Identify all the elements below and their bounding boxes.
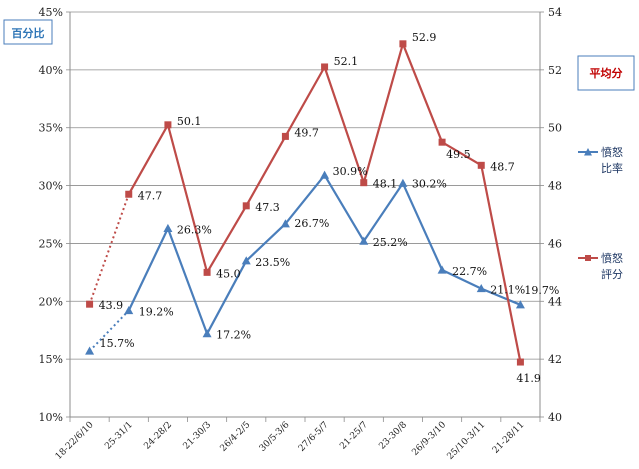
data-point <box>516 358 524 366</box>
right-axis-tick-label: 50 <box>548 122 562 135</box>
data-label: 49.7 <box>294 126 319 139</box>
data-point <box>86 300 94 308</box>
data-label: 49.5 <box>446 148 471 161</box>
data-labels-layer: 15.7% 19.2% 26.3% 17.2% 23.5% 26.7% 30.9% 25.2%… <box>99 31 560 385</box>
left-axis-tick-label: 25% <box>39 237 63 250</box>
left-axis-tick-label: 10% <box>39 411 63 424</box>
data-point <box>321 63 329 71</box>
right-axis-tick-label: 42 <box>548 353 562 366</box>
right-axis-tick-labels: 40 42 44 46 48 50 52 54 <box>548 6 562 424</box>
right-axis-tick-label: 54 <box>548 6 562 19</box>
data-point <box>399 40 407 48</box>
data-point <box>360 179 368 187</box>
data-point <box>280 219 290 228</box>
legend-label: 評分 <box>601 267 623 281</box>
data-point <box>203 268 211 276</box>
data-label: 19.2% <box>139 306 174 319</box>
right-axis-tick-label: 52 <box>548 64 562 77</box>
left-axis-tick-label: 40% <box>39 64 63 77</box>
left-axis-tick-label: 45% <box>39 6 63 19</box>
data-label: 23.5% <box>255 256 290 269</box>
data-label: 22.7% <box>452 265 487 278</box>
data-label: 26.7% <box>294 217 329 230</box>
legend-label: 比率 <box>601 161 623 175</box>
series-layer <box>85 40 525 366</box>
data-label: 52.9 <box>412 31 437 44</box>
data-point <box>438 138 446 146</box>
data-label: 52.1 <box>334 55 359 68</box>
data-point <box>281 132 289 140</box>
right-axis-tick-label: 40 <box>548 411 562 424</box>
right-axis-title-box: 平均分 <box>577 55 635 91</box>
legend-swatch-marker <box>585 255 591 261</box>
data-point <box>477 161 485 169</box>
data-point <box>241 256 251 265</box>
legend-label: 憤怒 <box>601 251 623 265</box>
data-label: 48.1 <box>373 178 398 191</box>
data-point <box>85 346 95 355</box>
data-point <box>164 121 172 129</box>
left-axis-tick-label: 15% <box>39 353 63 366</box>
data-label: 19.7% <box>524 284 559 297</box>
right-axis-tick-label: 48 <box>548 180 562 193</box>
data-point <box>320 170 330 179</box>
right-axis-tick-label: 44 <box>548 295 562 308</box>
data-label: 25.2% <box>373 236 408 249</box>
data-point <box>437 265 447 274</box>
gridlines <box>70 11 540 418</box>
data-label: 21.1% <box>490 284 525 297</box>
data-point <box>202 329 212 338</box>
data-label: 26.3% <box>177 223 212 236</box>
right-axis-tick-label: 46 <box>548 237 562 250</box>
legend-swatch-marker <box>584 148 592 156</box>
data-label: 50.1 <box>177 115 202 128</box>
left-axis-title: 百分比 <box>12 26 45 40</box>
left-axis-tick-label: 30% <box>39 180 63 193</box>
data-label: 47.7 <box>138 189 163 202</box>
data-point <box>476 284 486 293</box>
data-point <box>515 300 525 309</box>
data-point <box>124 306 134 315</box>
left-axis-tick-label: 20% <box>39 295 63 308</box>
left-axis-title-box: 百分比 <box>3 19 53 45</box>
data-label: 30.9% <box>333 165 368 178</box>
data-label: 43.9 <box>99 299 124 312</box>
data-point <box>359 236 369 245</box>
left-axis-tick-labels: 10% 15% 20% 25% 30% 35% 40% 45% <box>39 6 63 424</box>
data-label: 41.9 <box>516 372 541 385</box>
data-label: 47.3 <box>255 201 280 214</box>
data-label: 17.2% <box>216 329 251 342</box>
data-label: 45.0 <box>216 267 241 280</box>
data-point <box>242 202 250 210</box>
data-point <box>125 190 133 198</box>
data-label: 15.7% <box>100 337 135 350</box>
data-point <box>398 178 408 187</box>
data-label: 30.2% <box>412 177 447 190</box>
data-point <box>163 223 173 232</box>
series-line-dotted-segment <box>88 309 130 352</box>
right-axis-title: 平均分 <box>590 66 623 80</box>
axes <box>66 11 544 422</box>
data-label: 48.7 <box>490 160 515 173</box>
legend-label: 憤怒 <box>601 145 623 159</box>
left-axis-tick-label: 35% <box>39 122 63 135</box>
